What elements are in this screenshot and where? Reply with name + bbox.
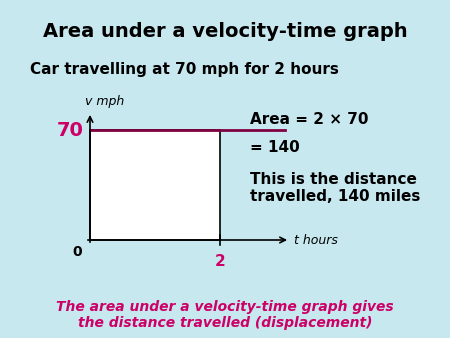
Text: 2: 2	[215, 254, 225, 269]
Text: Area = 2 × 70: Area = 2 × 70	[250, 112, 369, 127]
Text: 0: 0	[72, 245, 82, 259]
Text: Car travelling at 70 mph for 2 hours: Car travelling at 70 mph for 2 hours	[30, 62, 339, 77]
Bar	[90, 130, 220, 240]
Text: 70: 70	[57, 121, 84, 141]
Text: This is the distance
travelled, 140 miles: This is the distance travelled, 140 mile…	[250, 172, 420, 204]
Text: The area under a velocity-time graph gives
the distance travelled (displacement): The area under a velocity-time graph giv…	[56, 300, 394, 330]
Text: v mph: v mph	[85, 95, 124, 108]
Text: = 140: = 140	[250, 140, 300, 155]
Text: t hours: t hours	[294, 235, 338, 247]
Text: Area under a velocity-time graph: Area under a velocity-time graph	[43, 22, 407, 41]
